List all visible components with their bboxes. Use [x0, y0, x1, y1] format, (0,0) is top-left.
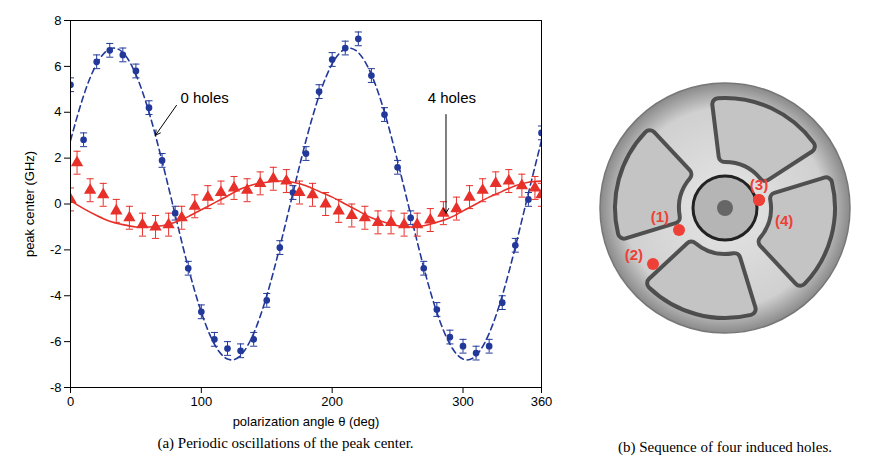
svg-text:100: 100 [190, 394, 212, 409]
svg-text:300: 300 [452, 394, 474, 409]
svg-text:polarization angle θ (deg): polarization angle θ (deg) [233, 414, 380, 429]
svg-text:(1): (1) [651, 208, 669, 225]
svg-text:peak center (GHz): peak center (GHz) [22, 151, 37, 257]
svg-text:(2): (2) [625, 246, 643, 263]
svg-text:-2: -2 [50, 242, 62, 257]
svg-text:4: 4 [54, 104, 61, 119]
svg-text:200: 200 [321, 394, 343, 409]
html-text:(a) Periodic oscillations of t: (a) Periodic oscillations of the peak ce… [157, 435, 414, 451]
svg-text:(4): (4) [775, 212, 793, 229]
svg-text:0: 0 [67, 394, 74, 409]
svg-text:360: 360 [531, 394, 553, 409]
svg-text:-6: -6 [50, 334, 62, 349]
svg-text:6: 6 [54, 59, 61, 74]
html-text:(b) Sequence of four induced h: (b) Sequence of four induced holes. [617, 439, 832, 455]
svg-text:8: 8 [54, 13, 61, 28]
svg-text:-4: -4 [50, 288, 62, 303]
svg-text:0 holes: 0 holes [180, 89, 228, 106]
svg-text:0: 0 [54, 196, 61, 211]
svg-text:(3): (3) [750, 176, 768, 193]
svg-text:-8: -8 [50, 380, 62, 395]
svg-text:2: 2 [54, 150, 61, 165]
svg-text:4 holes: 4 holes [428, 89, 476, 106]
